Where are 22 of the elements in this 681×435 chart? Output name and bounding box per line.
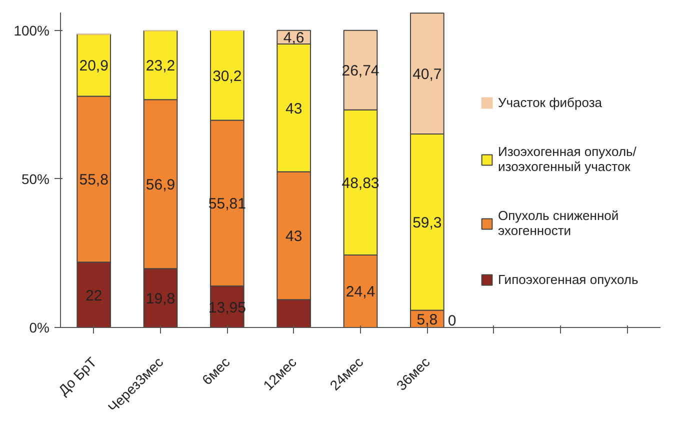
y-tick-label: 100%: [14, 22, 50, 38]
data-label: 30,2: [212, 68, 242, 85]
data-label: 23,2: [146, 58, 176, 75]
y-tick-label: 0%: [29, 320, 50, 336]
data-label: 56,9: [146, 176, 176, 194]
data-label: 19,8: [146, 290, 176, 308]
data-label: 43: [285, 100, 302, 118]
data-label: 40,7: [412, 66, 442, 84]
data-label: 59,3: [412, 214, 442, 232]
data-label: 24,4: [346, 284, 376, 301]
data-label: 43: [285, 228, 302, 246]
legend-label: Гипоэхогенная опухоль: [498, 272, 638, 287]
legend-label: Изоэхогенная опухоль/ изоэхогенный участок: [498, 144, 636, 174]
legend-label: Участок фиброза: [498, 95, 602, 110]
data-label: 20,9: [79, 58, 108, 75]
data-label: 5,8: [416, 311, 438, 328]
legend-label: Опухоль сниженной эхогенности: [498, 208, 619, 238]
y-tick-label: 50%: [21, 170, 50, 187]
data-label: 0: [448, 312, 456, 330]
data-label: 4,6: [283, 30, 304, 47]
data-label: 55,8: [79, 172, 108, 189]
data-label: 22: [85, 287, 102, 304]
